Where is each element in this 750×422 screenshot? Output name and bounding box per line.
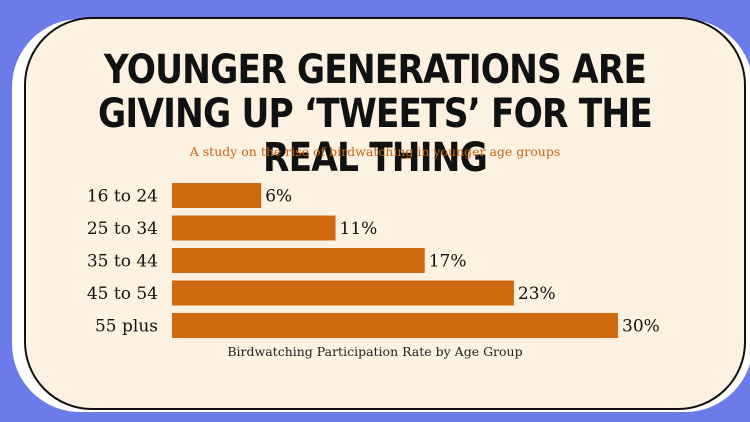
category-label: 16 to 24: [87, 187, 158, 207]
category-label: 55 plus: [95, 317, 158, 337]
bar: [172, 215, 336, 241]
value-label: 17%: [429, 252, 467, 272]
bar: [172, 280, 514, 306]
chart-title: YOUNGER GENERATIONS ARE GIVING UP ‘TWEET…: [98, 47, 653, 181]
bar: [172, 183, 262, 208]
value-label: 23%: [518, 284, 556, 304]
category-label: 45 to 54: [87, 284, 158, 304]
card-background: [24, 17, 746, 410]
category-label: 35 to 44: [87, 252, 158, 272]
x-axis-label: Birdwatching Participation Rate by Age G…: [227, 344, 523, 359]
chart-subtitle: A study on the rise of birdwatching in y…: [189, 144, 561, 159]
category-label: 25 to 34: [87, 219, 158, 239]
value-label: 30%: [622, 317, 660, 337]
value-label: 6%: [265, 187, 292, 207]
bar: [172, 248, 425, 273]
bar: [172, 313, 618, 338]
value-label: 11%: [340, 219, 378, 239]
